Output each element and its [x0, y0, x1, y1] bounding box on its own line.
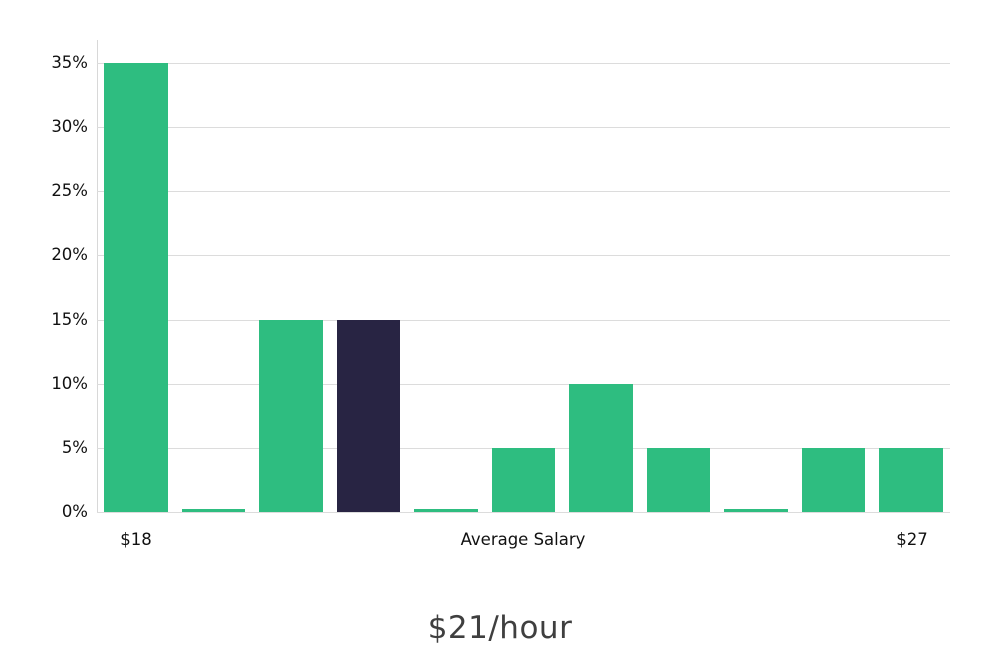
bar [879, 447, 944, 512]
bar-slot [330, 63, 408, 512]
gridline [97, 63, 950, 64]
gridline [97, 191, 950, 193]
bar-slot [795, 63, 873, 512]
bar-slot [485, 63, 563, 512]
x-tick-max: $27 [896, 530, 928, 549]
gridline [97, 383, 950, 385]
bar [414, 509, 478, 512]
bar [181, 509, 246, 512]
bar-slot [717, 63, 795, 512]
bar [103, 63, 168, 512]
y-tick-label: 5% [61, 437, 88, 457]
bars [97, 63, 950, 512]
bar-slot [252, 63, 330, 512]
y-tick-label: 20% [51, 245, 88, 265]
chart-title: $21/hour [427, 610, 573, 646]
bar-highlight-average [336, 319, 401, 512]
y-tick-label: 10% [51, 373, 88, 393]
bar-slot [872, 63, 950, 512]
bar-slot [562, 63, 640, 512]
y-tick-label: 25% [51, 181, 88, 201]
plot-area [97, 63, 950, 513]
bar-slot [97, 63, 175, 512]
bar [259, 319, 323, 512]
x-tick-average-salary: Average Salary [460, 530, 586, 549]
bar [801, 447, 866, 512]
gridline [97, 319, 950, 321]
gridline [97, 255, 950, 257]
y-tick-label: 15% [51, 309, 88, 329]
bar [569, 383, 633, 512]
y-tick-label: 0% [61, 502, 88, 521]
x-tick-min: $18 [120, 530, 152, 549]
y-tick-label: 35% [51, 53, 88, 72]
bar-slot [407, 63, 485, 512]
bar [491, 447, 556, 512]
bar [724, 509, 788, 512]
y-axis-line [97, 40, 98, 512]
bar-slot [640, 63, 718, 512]
gridline [97, 512, 950, 513]
bar-slot [175, 63, 253, 512]
gridline [97, 127, 950, 129]
y-tick-label: 30% [51, 117, 88, 137]
bar [646, 447, 711, 512]
